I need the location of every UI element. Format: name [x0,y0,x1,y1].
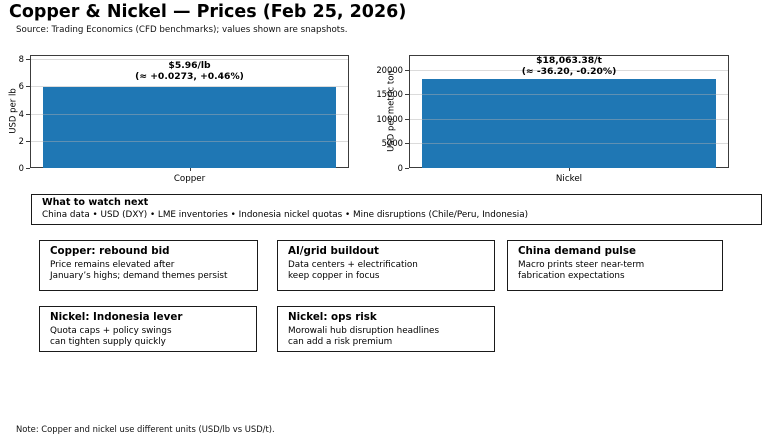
y-tick-label: 2 [18,135,24,146]
card-title: AI/grid buildout [288,245,379,257]
y-tick-label: 4 [18,108,24,119]
x-tick-mark [569,168,570,171]
card-body: Data centers + electrification keep copp… [288,260,418,281]
gridline [31,113,348,115]
card-body: Morowali hub disruption headlines can ad… [288,326,440,347]
y-tick-mark [405,69,409,71]
y-tick-label: 20000 [376,64,403,75]
watch-next-title: What to watch next [42,197,149,208]
bar-copper [43,86,336,168]
y-tick-label: 0 [397,163,403,173]
card-title: Nickel: Indonesia lever [50,311,183,323]
y-tick-mark [405,143,409,145]
y-tick-label: 6 [18,81,24,92]
card-title: Copper: rebound bid [50,245,170,257]
y-tick-label: 10000 [376,113,403,124]
y-tick-mark [26,140,30,142]
card-title: Nickel: ops risk [288,311,377,323]
card-body: Price remains elevated after January’s h… [50,260,228,281]
card-nickel-indonesia-lever: Nickel: Indonesia lever Quota caps + pol… [39,306,257,352]
y-tick-label: 15000 [376,89,403,100]
x-tick-label: Copper [173,174,206,184]
gridline [410,69,728,71]
y-tick-mark [26,113,30,115]
gridline [410,143,728,145]
gridline [31,140,348,142]
y-tick-label: 0 [18,163,24,173]
card-title: China demand pulse [518,245,636,257]
card-nickel-ops-risk: Nickel: ops risk Morowali hub disruption… [277,306,495,352]
y-tick-label: 8 [18,54,24,65]
y-tick-mark [26,168,30,169]
y-tick-mark [405,94,409,96]
source-caption: Source: Trading Economics (CFD benchmark… [16,25,348,35]
x-tick-label: Nickel [555,174,583,184]
gridline [410,118,728,120]
y-tick-mark [26,86,30,88]
bar-annotation: $18,063.38/t (≈ -36.20, -0.20%) [521,55,617,77]
watch-next-body: China data • USD (DXY) • LME inventories… [42,210,529,220]
x-tick-mark [189,168,191,171]
page-title: Copper & Nickel — Prices (Feb 25, 2026) [9,2,407,22]
y-tick-mark [405,118,409,120]
gridline [31,59,348,61]
card-china-demand-pulse: China demand pulse Macro prints steer ne… [507,240,723,291]
card-ai-grid-buildout: AI/grid buildout Data centers + electrif… [277,240,495,291]
bar-annotation: $5.96/lb (≈ +0.0273, +0.46%) [135,60,244,82]
watch-next-panel: What to watch next China data • USD (DXY… [31,194,762,225]
gridline [31,86,348,88]
y-tick-label: 5000 [381,138,403,149]
bar-nickel [422,79,716,168]
footnote: Note: Copper and nickel use different un… [16,424,275,434]
gridline [410,94,728,96]
card-copper-rebound-bid: Copper: rebound bid Price remains elevat… [39,240,258,291]
card-body: Quota caps + policy swings can tighten s… [50,326,172,347]
y-tick-mark [405,168,409,169]
y-tick-mark [26,59,30,61]
card-body: Macro prints steer near-term fabrication… [518,260,645,281]
